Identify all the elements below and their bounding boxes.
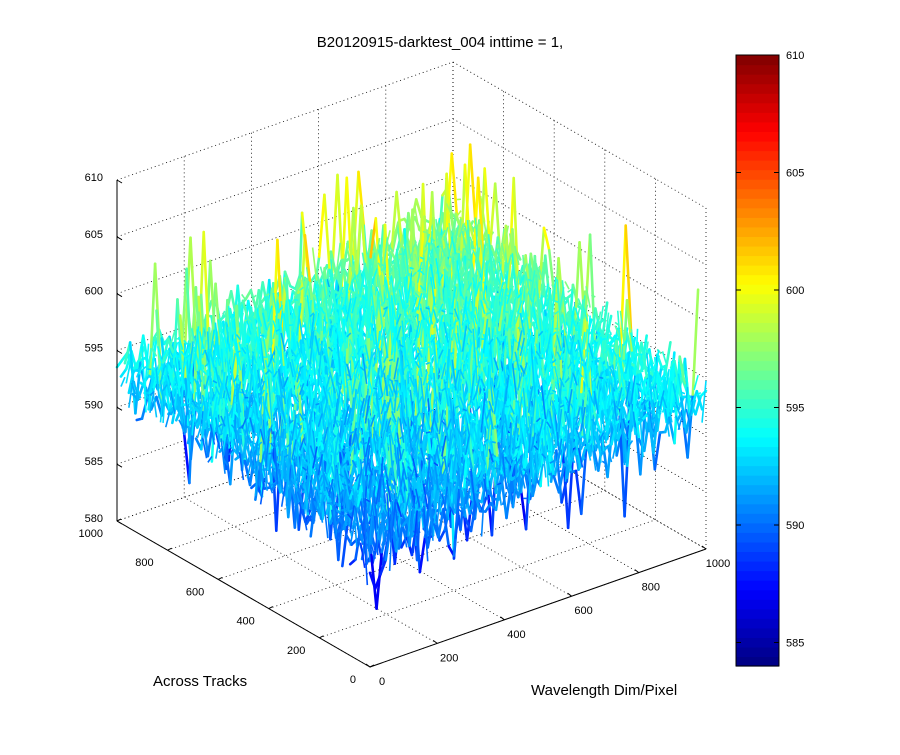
grid-line <box>453 62 706 208</box>
surface-segment <box>121 369 126 376</box>
surface-layer <box>117 145 706 609</box>
surface-segment <box>490 184 495 249</box>
chart-title: B20120915-darktest_004 inttime = 1, <box>317 34 563 51</box>
surface-segment <box>234 402 238 403</box>
surface-segment <box>544 228 549 250</box>
surface-segment <box>319 195 324 257</box>
surface-segment <box>334 368 338 369</box>
surface-segment <box>121 377 125 386</box>
surface-segment <box>168 410 172 411</box>
surface-segment <box>452 154 457 218</box>
surface-segment <box>324 195 329 270</box>
grid-line <box>117 62 453 180</box>
surface-segment <box>242 294 246 300</box>
surface-segment <box>316 404 320 405</box>
surface-segment <box>420 537 425 572</box>
surface-segment <box>470 145 475 223</box>
surface-segment <box>253 443 257 444</box>
surface-segment <box>117 360 122 367</box>
